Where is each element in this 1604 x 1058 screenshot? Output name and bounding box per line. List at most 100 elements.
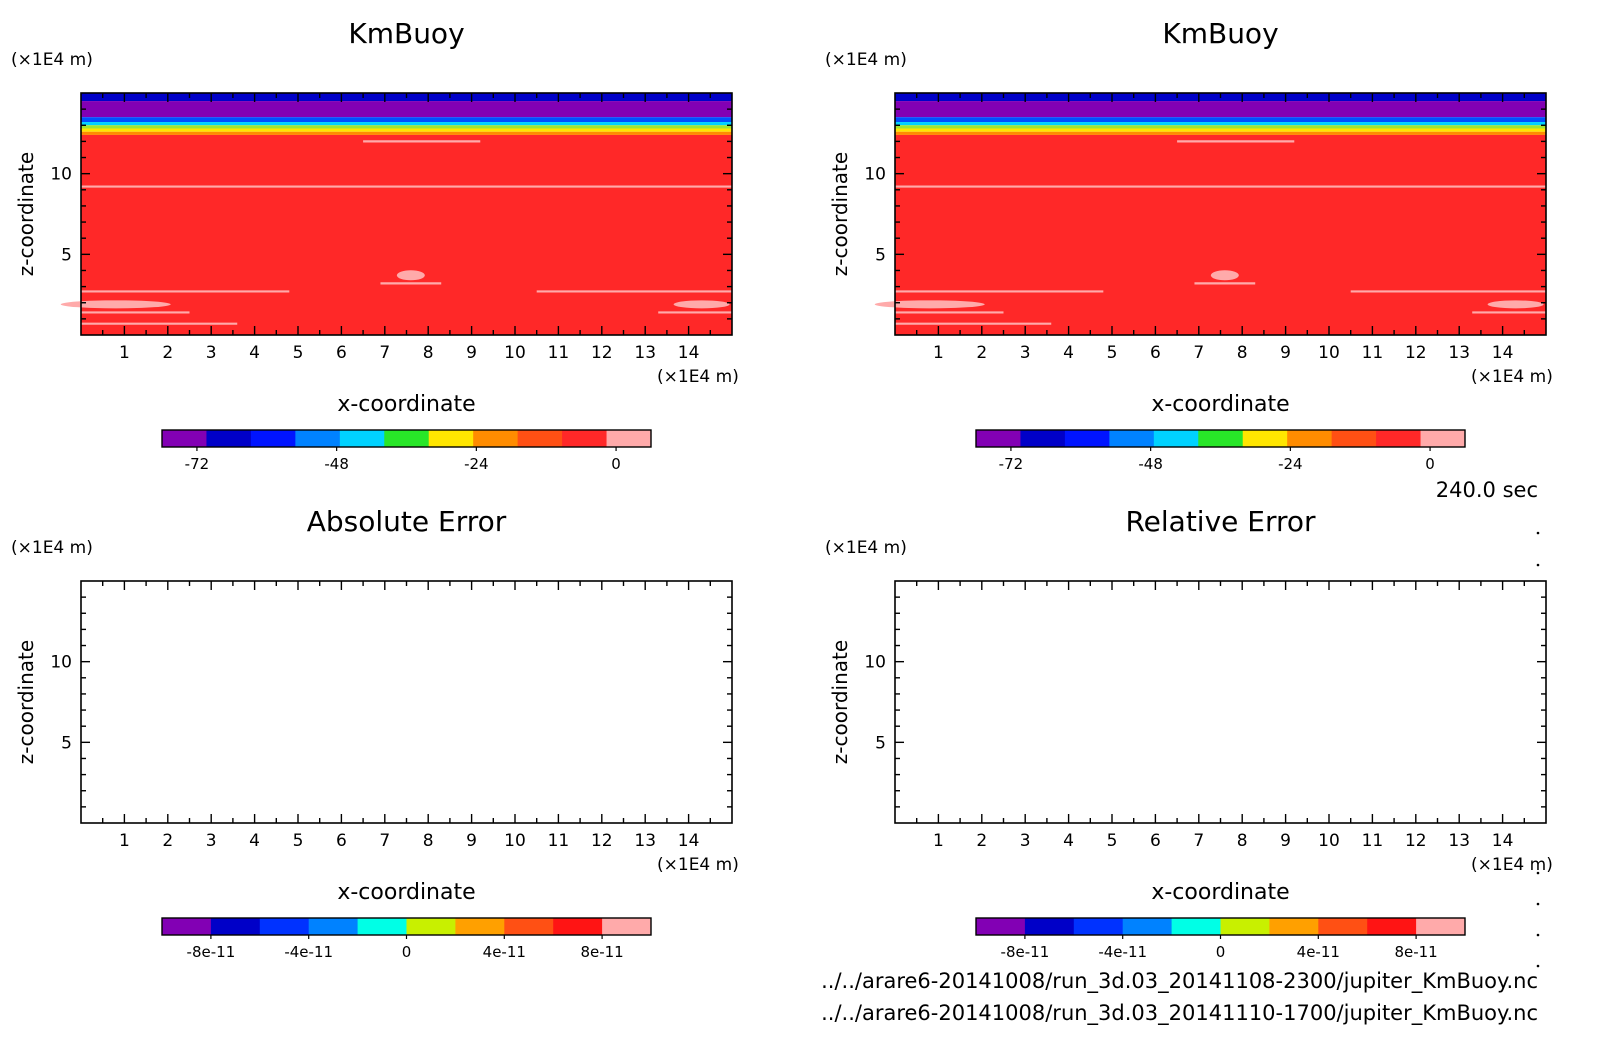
x-tick-label: 1	[933, 831, 944, 851]
chart-title: Relative Error	[1125, 505, 1316, 538]
y-tick-label: 10	[864, 165, 886, 185]
x-tick-label: 5	[293, 343, 304, 363]
colorbar-segment	[1220, 918, 1270, 935]
colorbar-segment	[1376, 430, 1422, 447]
field-band	[81, 134, 732, 335]
x-tick-label: 13	[634, 831, 656, 851]
x-tick-label: 10	[1318, 343, 1340, 363]
x-axis-label: x-coordinate	[1151, 392, 1289, 417]
colorbar-frame	[975, 429, 1466, 448]
colorbar-segment	[1020, 430, 1066, 447]
colorbar-segment	[562, 430, 608, 447]
x-tick-label: 5	[293, 831, 304, 851]
colorbar-tick-label: -8e-11	[187, 943, 236, 961]
colorbar-segment	[606, 430, 652, 447]
colorbar-segment	[206, 430, 252, 447]
y-tick-label: 5	[61, 733, 72, 753]
colorbar-tick-label: -24	[464, 455, 489, 473]
colorbar-segment	[162, 918, 212, 935]
colorbar-segment	[259, 918, 310, 935]
x-tick-label: 4	[249, 343, 260, 363]
y-axis-label: z-coordinate	[14, 640, 38, 764]
x-tick-label: 3	[206, 343, 217, 363]
field-band	[895, 128, 1546, 132]
field-band	[895, 122, 1546, 126]
colorbar: -72 -48 -24 0	[161, 429, 652, 473]
x-tick-label: 14	[1492, 831, 1514, 851]
x-tick-label: 9	[1280, 831, 1291, 851]
x-tick-label: 3	[206, 831, 217, 851]
chart-title: KmBuoy	[1162, 17, 1278, 50]
chart-panel-3: Absolute Error(×1E4 m)1 2 3 4 5 6 7 8 9 10 11 12 13 1…	[11, 505, 739, 961]
chart-title: Absolute Error	[307, 505, 507, 538]
colorbar-segment	[1331, 430, 1377, 447]
y-axis-label: z-coordinate	[828, 640, 852, 764]
x-unit-label: (×1E4 m)	[1471, 367, 1553, 387]
y-axis-label: z-coordinate	[828, 152, 852, 276]
x-tick-label: 2	[162, 343, 173, 363]
x-tick-label: 4	[1063, 831, 1074, 851]
colorbar-tick-label: -8e-11	[1001, 943, 1050, 961]
colorbar-tick-label: 4e-11	[1297, 943, 1340, 961]
colorbar-segment	[517, 430, 563, 447]
y-unit-label: (×1E4 m)	[11, 538, 93, 558]
x-tick-label: 8	[423, 831, 434, 851]
colorbar-segment	[1109, 430, 1155, 447]
x-tick-label: 11	[1362, 343, 1384, 363]
x-tick-label: 12	[1405, 343, 1427, 363]
x-axis-label: x-coordinate	[337, 880, 475, 905]
colorbar-segment	[1287, 430, 1333, 447]
x-tick-label: 13	[1448, 831, 1470, 851]
x-tick-label: 12	[591, 831, 613, 851]
colorbar-segment	[1242, 430, 1288, 447]
field-band	[895, 134, 1546, 335]
colorbar-tick-label: 8e-11	[1394, 943, 1437, 961]
time-label: 240.0 sec	[1436, 478, 1538, 502]
chart-panel-2: KmBuoy(×1E4 m)1 2 3 4 5 6 7 8 9 10 11 12 13 14510(×1E…	[825, 17, 1553, 473]
colorbar-tick-label: -72	[185, 455, 210, 473]
x-tick-label: 1	[119, 343, 130, 363]
x-tick-label: 10	[504, 831, 526, 851]
x-tick-label: 8	[1237, 831, 1248, 851]
stray-dot	[1536, 902, 1540, 906]
colorbar-tick-label: -72	[999, 455, 1024, 473]
file-path-1: ../../arare6-20141008/run_3d.03_20141108…	[821, 969, 1538, 994]
x-tick-label: 9	[1280, 343, 1291, 363]
field-band	[81, 117, 732, 123]
colorbar-segment	[473, 430, 519, 447]
colorbar-segment	[1420, 430, 1466, 447]
stray-dot	[1536, 933, 1540, 937]
x-tick-label: 8	[423, 343, 434, 363]
colorbar-segment	[976, 430, 1021, 447]
colorbar-segment	[1153, 430, 1199, 447]
x-unit-label: (×1E4 m)	[657, 855, 739, 875]
field-band	[81, 101, 732, 118]
colorbar: -8e-11 -4e-11 0 4e-11 8e-11	[161, 917, 652, 961]
colorbar-tick-label: 8e-11	[580, 943, 623, 961]
x-unit-label: (×1E4 m)	[657, 367, 739, 387]
contour-patch	[1210, 270, 1239, 281]
contour-patch	[874, 300, 985, 309]
colorbar-tick-label: 0	[402, 943, 412, 961]
x-tick-label: 11	[548, 343, 570, 363]
y-tick-label: 10	[864, 653, 886, 673]
x-tick-label: 4	[1063, 343, 1074, 363]
plot-frame	[80, 580, 733, 824]
colorbar-segment	[602, 918, 652, 935]
y-tick-label: 5	[61, 245, 72, 265]
x-tick-label: 11	[1362, 831, 1384, 851]
x-tick-label: 2	[976, 343, 987, 363]
x-unit-label: (×1E4 m)	[1471, 855, 1553, 875]
x-tick-label: 7	[1193, 343, 1204, 363]
colorbar-segment	[250, 430, 296, 447]
colorbar-segment	[384, 430, 430, 447]
colorbar-segment	[162, 430, 207, 447]
colorbar-tick-label: 4e-11	[483, 943, 526, 961]
colorbar-segment	[1171, 918, 1221, 935]
colorbar-tick-label: -4e-11	[284, 943, 333, 961]
colorbar-segment	[406, 918, 456, 935]
field-band	[895, 131, 1546, 135]
colorbar-segment	[1367, 918, 1417, 935]
colorbar-tick-label: -4e-11	[1098, 943, 1147, 961]
y-tick-label: 5	[875, 245, 886, 265]
